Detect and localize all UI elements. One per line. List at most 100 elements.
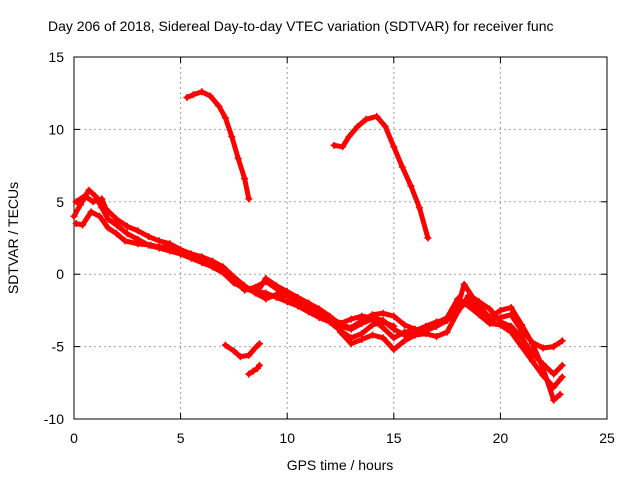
data-point <box>411 331 419 339</box>
data-point <box>390 345 398 353</box>
data-point <box>102 205 110 213</box>
series-line <box>254 276 565 390</box>
data-point <box>550 343 558 351</box>
data-point <box>496 321 504 329</box>
data-point <box>507 328 515 336</box>
data-point <box>354 123 362 131</box>
series-line <box>184 89 252 202</box>
series-arc-4 <box>253 275 566 391</box>
data-point <box>347 324 355 332</box>
data-point <box>400 337 408 345</box>
data-point <box>241 286 249 294</box>
data-point <box>432 332 440 340</box>
data-point <box>221 341 229 349</box>
chart-title: Day 206 of 2018, Sidereal Day-to-day VTE… <box>48 18 554 34</box>
data-point <box>539 344 547 352</box>
data-point <box>339 143 347 151</box>
data-point <box>550 396 558 404</box>
data-point <box>518 334 526 342</box>
data-point <box>245 195 253 203</box>
data-point <box>236 353 244 361</box>
data-point <box>390 312 398 320</box>
data-point <box>104 215 112 223</box>
data-point <box>123 222 131 230</box>
data-point <box>134 240 142 248</box>
data-point <box>475 311 483 319</box>
data-point <box>155 243 163 251</box>
data-point <box>379 324 387 332</box>
data-point <box>81 192 89 200</box>
data-point <box>390 334 398 342</box>
data-point <box>550 370 558 378</box>
series-arc-6 <box>183 88 253 203</box>
data-point <box>72 220 80 228</box>
data-point <box>345 133 353 141</box>
data-point <box>390 325 398 333</box>
data-point <box>262 275 270 283</box>
data-point <box>556 390 564 398</box>
data-point <box>454 308 462 316</box>
data-point <box>234 154 242 162</box>
x-axis: 0 5 10 15 20 25 <box>70 57 615 446</box>
y-axis: -10 -5 0 5 10 15 <box>44 49 607 427</box>
data-point <box>253 288 261 296</box>
data-point <box>166 244 174 252</box>
data-point <box>558 337 566 345</box>
data-point <box>347 315 355 323</box>
x-axis-label: GPS time / hours <box>287 457 394 473</box>
data-point <box>507 304 515 312</box>
data-point <box>407 182 415 190</box>
data-point <box>558 373 566 381</box>
data-point <box>121 237 129 245</box>
data-point <box>432 319 440 327</box>
data-point <box>379 309 387 317</box>
data-point <box>539 364 547 372</box>
data-point <box>398 163 406 171</box>
data-point <box>198 88 206 96</box>
x-tick-label: 5 <box>177 430 185 446</box>
x-tick-label: 25 <box>599 430 615 446</box>
data-point <box>187 253 195 261</box>
data-point <box>215 102 223 110</box>
data-point <box>373 112 381 120</box>
data-point <box>255 340 263 348</box>
data-point <box>96 212 104 220</box>
data-point <box>415 204 423 212</box>
data-point <box>368 314 376 322</box>
data-point <box>337 328 344 336</box>
data-point <box>104 224 112 232</box>
data-point <box>123 230 131 238</box>
y-tick-label: -5 <box>52 339 65 355</box>
data-point <box>443 314 451 322</box>
series-layer <box>70 88 566 404</box>
series-line <box>71 187 397 341</box>
x-tick-label: 20 <box>493 430 509 446</box>
data-point <box>113 230 121 238</box>
data-point <box>183 94 191 102</box>
data-point <box>358 335 366 343</box>
data-point <box>209 260 217 268</box>
data-point <box>72 198 80 206</box>
x-tick-label: 15 <box>386 430 402 446</box>
data-point <box>358 312 366 320</box>
data-point <box>221 114 229 122</box>
data-point <box>249 367 257 375</box>
data-point <box>347 340 355 348</box>
data-point <box>189 91 197 99</box>
data-point <box>87 208 95 216</box>
series-arc-9 <box>245 361 263 378</box>
data-point <box>330 141 338 149</box>
data-point <box>228 133 236 141</box>
x-tick-label: 10 <box>279 430 295 446</box>
grid <box>74 57 607 419</box>
data-point <box>362 115 370 123</box>
data-point <box>460 280 468 288</box>
data-point <box>528 340 536 348</box>
data-point <box>113 215 121 223</box>
data-point <box>518 321 526 329</box>
data-point <box>486 314 494 322</box>
data-point <box>379 334 387 342</box>
data-point <box>134 227 142 235</box>
data-point <box>381 123 389 131</box>
